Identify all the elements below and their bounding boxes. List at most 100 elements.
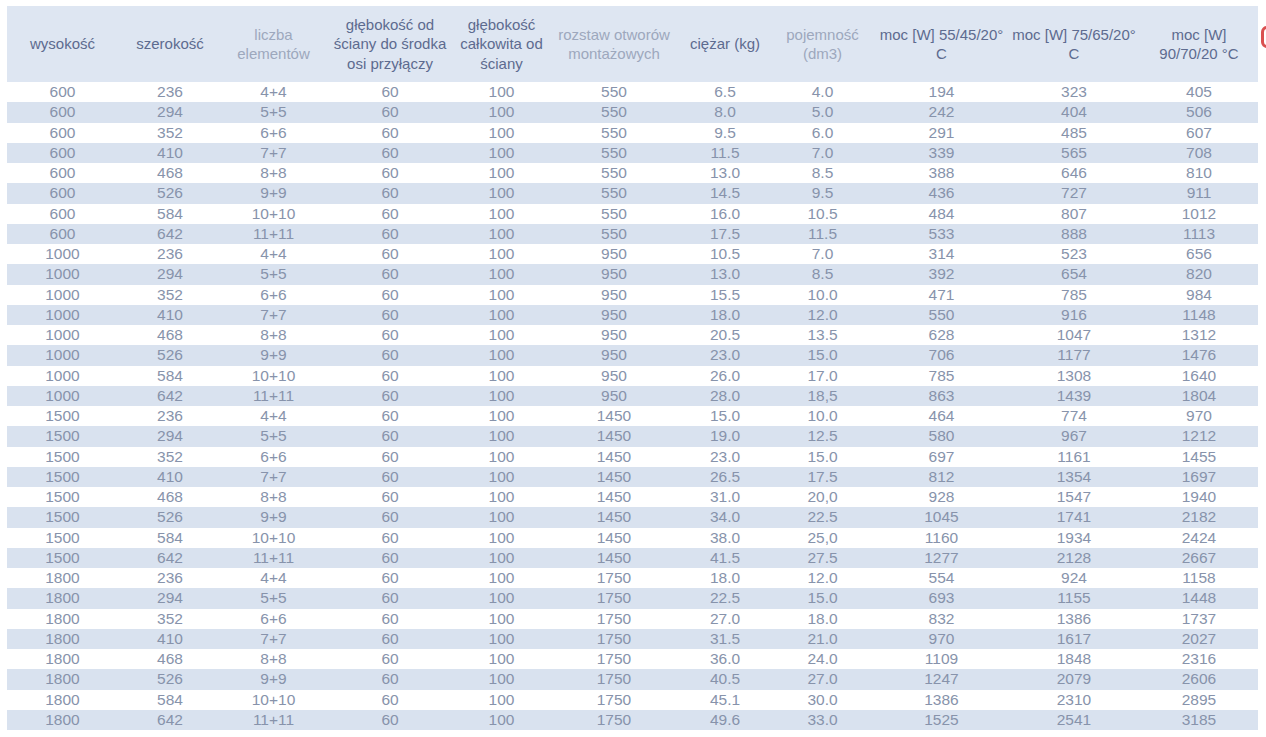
table-row: 18005269+960100175040.527.0124720792606	[7, 669, 1258, 689]
cell: 646	[1008, 163, 1140, 183]
cell: 526	[118, 345, 222, 365]
cell: 23.0	[680, 447, 770, 467]
cell: 523	[1008, 244, 1140, 264]
cell: 785	[1008, 285, 1140, 305]
column-header: szerokość	[118, 6, 222, 82]
cell: 100	[455, 649, 548, 669]
cell: 60	[325, 548, 455, 568]
cell: 526	[118, 507, 222, 527]
cell: 950	[548, 386, 680, 406]
cell: 7.0	[770, 244, 875, 264]
cell: 1750	[548, 690, 680, 710]
cell: 950	[548, 366, 680, 386]
table-row: 10003526+66010095015.510.0471785984	[7, 285, 1258, 305]
table-row: 15003526+660100145023.015.069711611455	[7, 447, 1258, 467]
cell: 22.5	[680, 588, 770, 608]
cell: 1247	[875, 669, 1008, 689]
cell: 60	[325, 224, 455, 244]
cell: 950	[548, 325, 680, 345]
cell: 60	[325, 568, 455, 588]
column-header: głębokość od ściany do środka osi przyłą…	[325, 6, 455, 82]
column-header: moc [W] 90/70/20 °C	[1140, 6, 1258, 82]
cell: 9+9	[222, 669, 325, 689]
cell: 468	[118, 325, 222, 345]
cell: 100	[455, 568, 548, 588]
cell: 1750	[548, 649, 680, 669]
cell: 1000	[7, 345, 118, 365]
cell: 60	[325, 588, 455, 608]
cell: 1000	[7, 285, 118, 305]
cell: 19.0	[680, 426, 770, 446]
cell: 236	[118, 244, 222, 264]
cell: 774	[1008, 406, 1140, 426]
cell: 550	[548, 224, 680, 244]
cell: 34.0	[680, 507, 770, 527]
cell: 6+6	[222, 609, 325, 629]
cell: 708	[1140, 143, 1258, 163]
cell: 100	[455, 426, 548, 446]
cell: 2128	[1008, 548, 1140, 568]
cell: 5+5	[222, 426, 325, 446]
cell: 656	[1140, 244, 1258, 264]
cell: 1741	[1008, 507, 1140, 527]
cell: 404	[1008, 102, 1140, 122]
cell: 60	[325, 204, 455, 224]
cell: 471	[875, 285, 1008, 305]
cell: 15.0	[770, 447, 875, 467]
cell: 21.0	[770, 629, 875, 649]
cell: 1800	[7, 588, 118, 608]
cell: 60	[325, 528, 455, 548]
cell: 550	[548, 204, 680, 224]
cell: 4+4	[222, 406, 325, 426]
cell: 1800	[7, 609, 118, 629]
cell: 352	[118, 285, 222, 305]
cell: 11+11	[222, 224, 325, 244]
cell: 4+4	[222, 82, 325, 102]
cell: 33.0	[770, 710, 875, 730]
cell: 533	[875, 224, 1008, 244]
cell: 1800	[7, 649, 118, 669]
cell: 100	[455, 102, 548, 122]
cell: 100	[455, 690, 548, 710]
cell: 970	[875, 629, 1008, 649]
table-row: 10004688+86010095020.513.562810471312	[7, 325, 1258, 345]
cell: 60	[325, 447, 455, 467]
cell: 1450	[548, 548, 680, 568]
cell: 1525	[875, 710, 1008, 730]
column-header: rozstaw otworów montażowych	[548, 6, 680, 82]
table-row: 150064211+1160100145041.527.512772128266…	[7, 548, 1258, 568]
cell: 60	[325, 345, 455, 365]
cell: 1450	[548, 528, 680, 548]
cell: 100	[455, 588, 548, 608]
cell: 863	[875, 386, 1008, 406]
cell: 1160	[875, 528, 1008, 548]
cell: 506	[1140, 102, 1258, 122]
cell: 26.0	[680, 366, 770, 386]
cell: 291	[875, 123, 1008, 143]
cell: 60	[325, 264, 455, 284]
cell: 984	[1140, 285, 1258, 305]
cell: 12.0	[770, 568, 875, 588]
cell: 7+7	[222, 143, 325, 163]
cell: 6.5	[680, 82, 770, 102]
cell: 1450	[548, 426, 680, 446]
table-row: 10004107+76010095018.012.05509161148	[7, 305, 1258, 325]
cell: 17.5	[680, 224, 770, 244]
cell: 236	[118, 406, 222, 426]
cell: 1750	[548, 629, 680, 649]
cell: 7.0	[770, 143, 875, 163]
cell: 15.0	[770, 588, 875, 608]
cell: 60	[325, 406, 455, 426]
cell: 27.5	[770, 548, 875, 568]
cell: 1448	[1140, 588, 1258, 608]
table-row: 60058410+106010055016.010.54848071012	[7, 204, 1258, 224]
cell: 236	[118, 568, 222, 588]
cell: 8.5	[770, 163, 875, 183]
cell: 1500	[7, 447, 118, 467]
cell: 60	[325, 244, 455, 264]
table-row: 6002945+5601005508.05.0242404506	[7, 102, 1258, 122]
cell: 100	[455, 325, 548, 345]
cell: 100	[455, 386, 548, 406]
table-row: 15002945+560100145019.012.55809671212	[7, 426, 1258, 446]
cell: 18,5	[770, 386, 875, 406]
